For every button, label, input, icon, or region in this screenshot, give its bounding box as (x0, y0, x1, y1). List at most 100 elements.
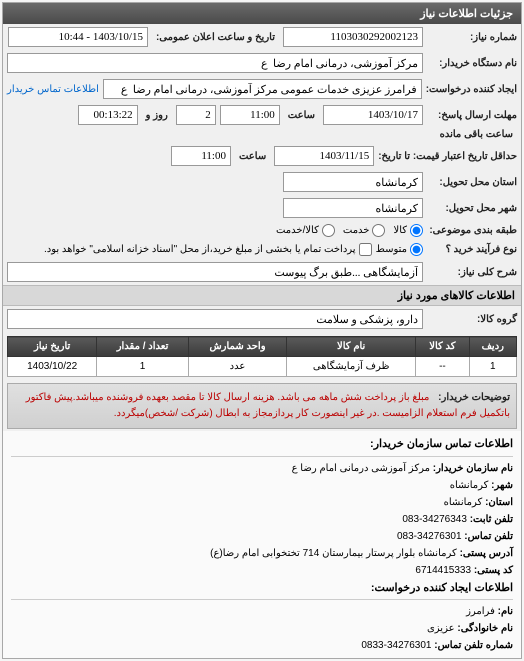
th-3: واحد شمارش (188, 337, 286, 357)
proc-note: پرداخت تمام یا بخشی از مبلغ خرید،از محل … (44, 244, 356, 255)
row-creator: ایجاد کننده درخواست: اطلاعات تماس خریدار (3, 76, 521, 102)
buyer-org-input[interactable] (7, 53, 423, 73)
td-4: 1 (97, 357, 189, 377)
th-5: تاریخ نیاز (8, 337, 97, 357)
lname-k: نام خانوادگی: (457, 623, 513, 634)
row-price-validity: حداقل تاریخ اعتبار قیمت: تا تاریخ: ساعت (3, 143, 521, 169)
contact-lname: نام خانوادگی: عزیزی (11, 620, 513, 637)
goods-table: ردیف کد کالا نام کالا واحد شمارش تعداد /… (7, 336, 517, 377)
contact-header: اطلاعات تماس سازمان خریدار: (11, 435, 513, 457)
city-input[interactable] (283, 198, 423, 218)
check-note-input[interactable] (359, 243, 372, 256)
radio-khadmat[interactable]: خدمت (343, 224, 386, 237)
need-title-input[interactable] (7, 262, 423, 282)
row-need-no: شماره نیاز: تاریخ و ساعت اعلان عمومی: (3, 24, 521, 50)
ostan-v: کرمانشاه (444, 497, 483, 508)
goods-section-title: اطلاعات کالاهای مورد نیاز (3, 285, 521, 306)
td-5: 1403/10/22 (8, 357, 97, 377)
th-4: تعداد / مقدار (97, 337, 189, 357)
org-k: نام سازمان خریدار: (433, 463, 513, 474)
row-buyer-org: نام دستگاه خریدار: (3, 50, 521, 76)
need-no-label: شماره نیاز: (427, 32, 517, 43)
radio-kala-label: کالا (393, 225, 407, 236)
table-row[interactable]: 1 -- ظرف آزمایشگاهی عدد 1 1403/10/22 (8, 357, 517, 377)
price-validity-date-input[interactable] (274, 146, 374, 166)
goods-table-wrap: ردیف کد کالا نام کالا واحد شمارش تعداد /… (3, 332, 521, 381)
days-label: روز و (142, 110, 172, 121)
time-label-2: ساعت (235, 151, 270, 162)
creator-input[interactable] (103, 79, 422, 99)
radio-kalakhadmat[interactable]: کالا/خدمت (276, 224, 335, 237)
buyer-desc-box: توضیحات خریدار: مبلغ باز پرداخت شش ماهه … (7, 383, 517, 429)
ctel-k: شماره تلفن تماس: (434, 640, 513, 651)
province-input[interactable] (283, 172, 423, 192)
buyer-org-label: نام دستگاه خریدار: (427, 58, 517, 69)
row-goods-group: گروه کالا: (3, 306, 521, 332)
price-validity-label: حداقل تاریخ اعتبار قیمت: تا تاریخ: (378, 151, 517, 162)
contact-link[interactable]: اطلاعات تماس خریدار (7, 84, 99, 95)
ctel-v: 34276301-0833 (361, 640, 431, 651)
contact-name: نام: فرامرز (11, 603, 513, 620)
remain-label: ساعت باقی مانده (436, 129, 517, 140)
th-0: ردیف (469, 337, 516, 357)
need-no-input[interactable] (283, 27, 423, 47)
radio-mid[interactable]: متوسط (376, 243, 423, 256)
td-0: 1 (469, 357, 516, 377)
goods-group-label: گروه کالا: (427, 314, 517, 325)
row-deadline: مهلت ارسال پاسخ: ساعت روز و ساعت باقی ما… (3, 102, 521, 143)
creator-label: ایجاد کننده درخواست: (426, 84, 517, 95)
addr-v: کرمانشاه بلوار پرستار بیمارستان 714 تختخ… (210, 548, 457, 559)
check-note[interactable]: پرداخت تمام یا بخشی از مبلغ خرید،از محل … (44, 243, 372, 256)
deadline-label: مهلت ارسال پاسخ: (427, 110, 517, 121)
category-radio-group: کالا خدمت کالا/خدمت (276, 224, 423, 237)
panel-title: جزئیات اطلاعات نیاز (3, 3, 521, 24)
time-label-1: ساعت (284, 110, 319, 121)
ostan-k: استان: (485, 497, 513, 508)
row-process: نوع فرآیند خرید ؟ متوسط پرداخت تمام یا ب… (3, 240, 521, 259)
addr-k: آدرس پستی: (460, 548, 513, 559)
goods-group-input[interactable] (7, 309, 423, 329)
contact-ostan: استان: کرمانشاه (11, 494, 513, 511)
creator-header: اطلاعات ایجاد کننده درخواست: (11, 579, 513, 601)
need-title-label: شرح کلی نیاز: (427, 267, 517, 278)
contact-prov: شهر: کرمانشاه (11, 477, 513, 494)
td-1: -- (416, 357, 469, 377)
radio-kala[interactable]: کالا (393, 224, 423, 237)
radio-mid-label: متوسط (376, 244, 407, 255)
radio-kalakhadmat-input[interactable] (322, 224, 335, 237)
post-v: 6714415333 (415, 565, 471, 576)
row-need-title: شرح کلی نیاز: (3, 259, 521, 285)
contact-addr: آدرس پستی: کرمانشاه بلوار پرستار بیمارست… (11, 545, 513, 562)
post-k: کد پستی: (474, 565, 513, 576)
deadline-time-input[interactable] (220, 105, 280, 125)
radio-kala-input[interactable] (410, 224, 423, 237)
row-category: طبقه بندی موضوعی: کالا خدمت کالا/خدمت (3, 221, 521, 240)
category-label: طبقه بندی موضوعی: (427, 225, 517, 236)
province-label: استان محل تحویل: (427, 177, 517, 188)
row-province: استان محل تحویل: (3, 169, 521, 195)
lname-v: عزیزی (427, 623, 455, 634)
deadline-date-input[interactable] (323, 105, 423, 125)
th-1: کد کالا (416, 337, 469, 357)
price-validity-time-input[interactable] (171, 146, 231, 166)
process-label: نوع فرآیند خرید ؟ (427, 244, 517, 255)
tel-k: تلفن ثابت: (470, 514, 513, 525)
city-label: شهر محل تحویل: (427, 203, 517, 214)
fax-k: تلفن تماس: (464, 531, 513, 542)
remain-time-input[interactable] (78, 105, 138, 125)
days-input[interactable] (176, 105, 216, 125)
table-header-row: ردیف کد کالا نام کالا واحد شمارش تعداد /… (8, 337, 517, 357)
org-v: مرکز آموزشی درمانی امام رضا ع (292, 463, 430, 474)
details-panel: جزئیات اطلاعات نیاز شماره نیاز: تاریخ و … (2, 2, 522, 659)
contact-section: اطلاعات تماس سازمان خریدار: نام سازمان خ… (3, 431, 521, 658)
radio-mid-input[interactable] (410, 243, 423, 256)
name-k: نام: (498, 606, 513, 617)
prov-k: شهر: (491, 480, 513, 491)
row-city: شهر محل تحویل: (3, 195, 521, 221)
fax-v: 34276301-083 (397, 531, 462, 542)
announce-input[interactable] (8, 27, 148, 47)
contact-fax: تلفن تماس: 34276301-083 (11, 528, 513, 545)
radio-khadmat-input[interactable] (372, 224, 385, 237)
radio-khadmat-label: خدمت (343, 225, 370, 236)
announce-label: تاریخ و ساعت اعلان عمومی: (152, 32, 279, 43)
